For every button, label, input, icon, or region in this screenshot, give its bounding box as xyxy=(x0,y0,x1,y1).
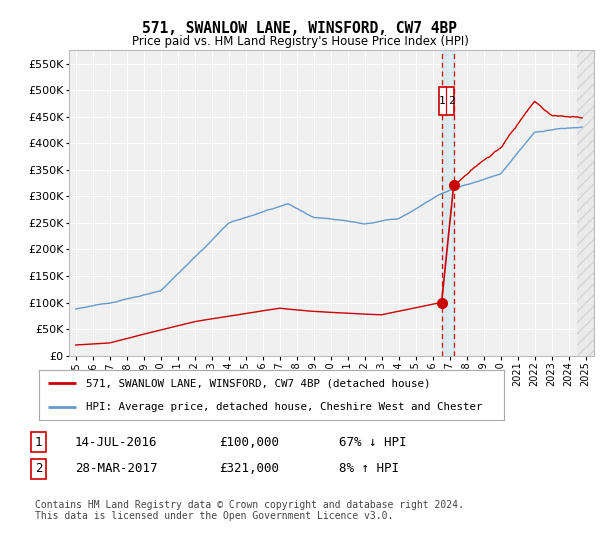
Text: 8% ↑ HPI: 8% ↑ HPI xyxy=(339,462,399,475)
Text: 1: 1 xyxy=(439,96,446,106)
Text: 2: 2 xyxy=(35,462,42,475)
Bar xyxy=(577,50,594,356)
Text: 67% ↓ HPI: 67% ↓ HPI xyxy=(339,436,407,449)
Text: 14-JUL-2016: 14-JUL-2016 xyxy=(75,436,157,449)
Text: £321,000: £321,000 xyxy=(219,462,279,475)
Text: 571, SWANLOW LANE, WINSFORD, CW7 4BP: 571, SWANLOW LANE, WINSFORD, CW7 4BP xyxy=(143,21,458,36)
Text: Contains HM Land Registry data © Crown copyright and database right 2024.
This d: Contains HM Land Registry data © Crown c… xyxy=(35,500,464,521)
Text: 1: 1 xyxy=(35,436,42,449)
Text: HPI: Average price, detached house, Cheshire West and Chester: HPI: Average price, detached house, Ches… xyxy=(86,403,482,412)
Text: £100,000: £100,000 xyxy=(219,436,279,449)
FancyBboxPatch shape xyxy=(439,87,454,115)
Bar xyxy=(442,50,454,356)
Text: Price paid vs. HM Land Registry's House Price Index (HPI): Price paid vs. HM Land Registry's House … xyxy=(131,35,469,48)
Text: 571, SWANLOW LANE, WINSFORD, CW7 4BP (detached house): 571, SWANLOW LANE, WINSFORD, CW7 4BP (de… xyxy=(86,378,430,388)
Text: 2: 2 xyxy=(448,96,455,106)
Text: 28-MAR-2017: 28-MAR-2017 xyxy=(75,462,157,475)
